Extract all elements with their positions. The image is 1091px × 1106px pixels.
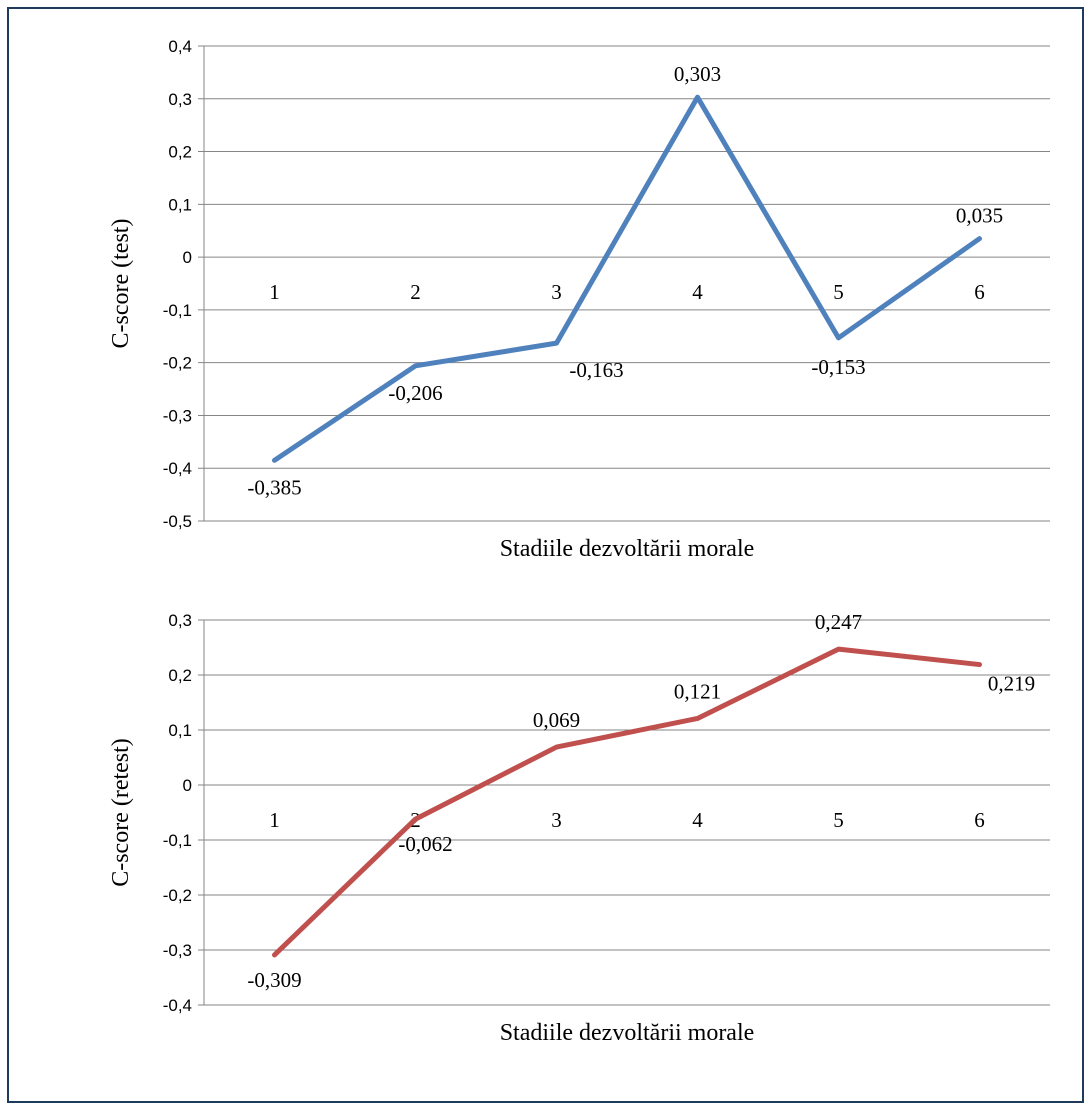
y-tick-label: 0,1 bbox=[168, 721, 192, 740]
y-tick-label: -0,4 bbox=[163, 459, 192, 478]
y-tick-label: 0,2 bbox=[168, 143, 192, 162]
x-axis-title: Stadiile dezvoltării morale bbox=[500, 1020, 755, 1046]
data-label: 0,219 bbox=[988, 672, 1035, 696]
category-label: 3 bbox=[551, 280, 562, 304]
data-label: -0,309 bbox=[247, 968, 301, 992]
y-tick-label: -0,1 bbox=[163, 301, 192, 320]
category-label: 6 bbox=[974, 808, 985, 832]
category-label: 5 bbox=[833, 280, 844, 304]
data-label: 0,121 bbox=[674, 679, 721, 703]
data-label: -0,385 bbox=[247, 475, 301, 499]
category-label: 5 bbox=[833, 808, 844, 832]
figure-frame bbox=[7, 7, 1084, 1103]
series-line bbox=[272, 94, 982, 463]
y-tick-label: -0,2 bbox=[163, 886, 192, 905]
data-label: -0,206 bbox=[388, 381, 442, 405]
category-label: 4 bbox=[692, 808, 703, 832]
series-line bbox=[272, 646, 982, 958]
chart-panel-2: 0,30,20,10-0,1-0,2-0,3-0,41 2 3 4 5 6-0,309-0… bbox=[108, 610, 1050, 1046]
data-label: -0,153 bbox=[811, 355, 865, 379]
category-label: 4 bbox=[692, 280, 703, 304]
y-tick-label: -0,3 bbox=[163, 941, 192, 960]
y-tick-label: -0,2 bbox=[163, 354, 192, 373]
data-label: -0,062 bbox=[398, 832, 452, 856]
category-label: 1 bbox=[269, 808, 280, 832]
y-tick-label: 0 bbox=[183, 776, 192, 795]
y-tick-label: 0,4 bbox=[168, 37, 192, 56]
y-tick-label: -0,1 bbox=[163, 831, 192, 850]
category-label: 6 bbox=[974, 280, 985, 304]
x-axis-title: Stadiile dezvoltării morale bbox=[500, 536, 755, 562]
category-label: 2 bbox=[410, 280, 421, 304]
y-tick-label: 0,3 bbox=[168, 90, 192, 109]
data-label: 0,247 bbox=[815, 610, 862, 634]
y-axis-title: C-score (test) bbox=[108, 219, 134, 349]
category-label: 3 bbox=[551, 808, 562, 832]
category-label: 1 bbox=[269, 280, 280, 304]
data-label: 0,069 bbox=[533, 708, 580, 732]
y-axis-title: C-score (retest) bbox=[108, 738, 134, 887]
data-label: 0,035 bbox=[956, 204, 1003, 228]
y-tick-label: -0,3 bbox=[163, 406, 192, 425]
chart-panel-1: 0,4 0,3 0,2 0,1 0 -0,1 -0,2 -0,3 -0,4 -0,5 1 2 3 4 5 6 -… bbox=[108, 37, 1050, 562]
data-label: -0,163 bbox=[569, 358, 623, 382]
data-label: 0,303 bbox=[674, 62, 721, 86]
y-tick-label: 0,3 bbox=[168, 611, 192, 630]
y-tick-label: -0,4 bbox=[163, 996, 192, 1015]
y-tick-label: 0,2 bbox=[168, 666, 192, 685]
y-tick-label: -0,5 bbox=[163, 512, 192, 531]
y-tick-label: 0 bbox=[183, 248, 192, 267]
y-tick-label: 0,1 bbox=[168, 195, 192, 214]
